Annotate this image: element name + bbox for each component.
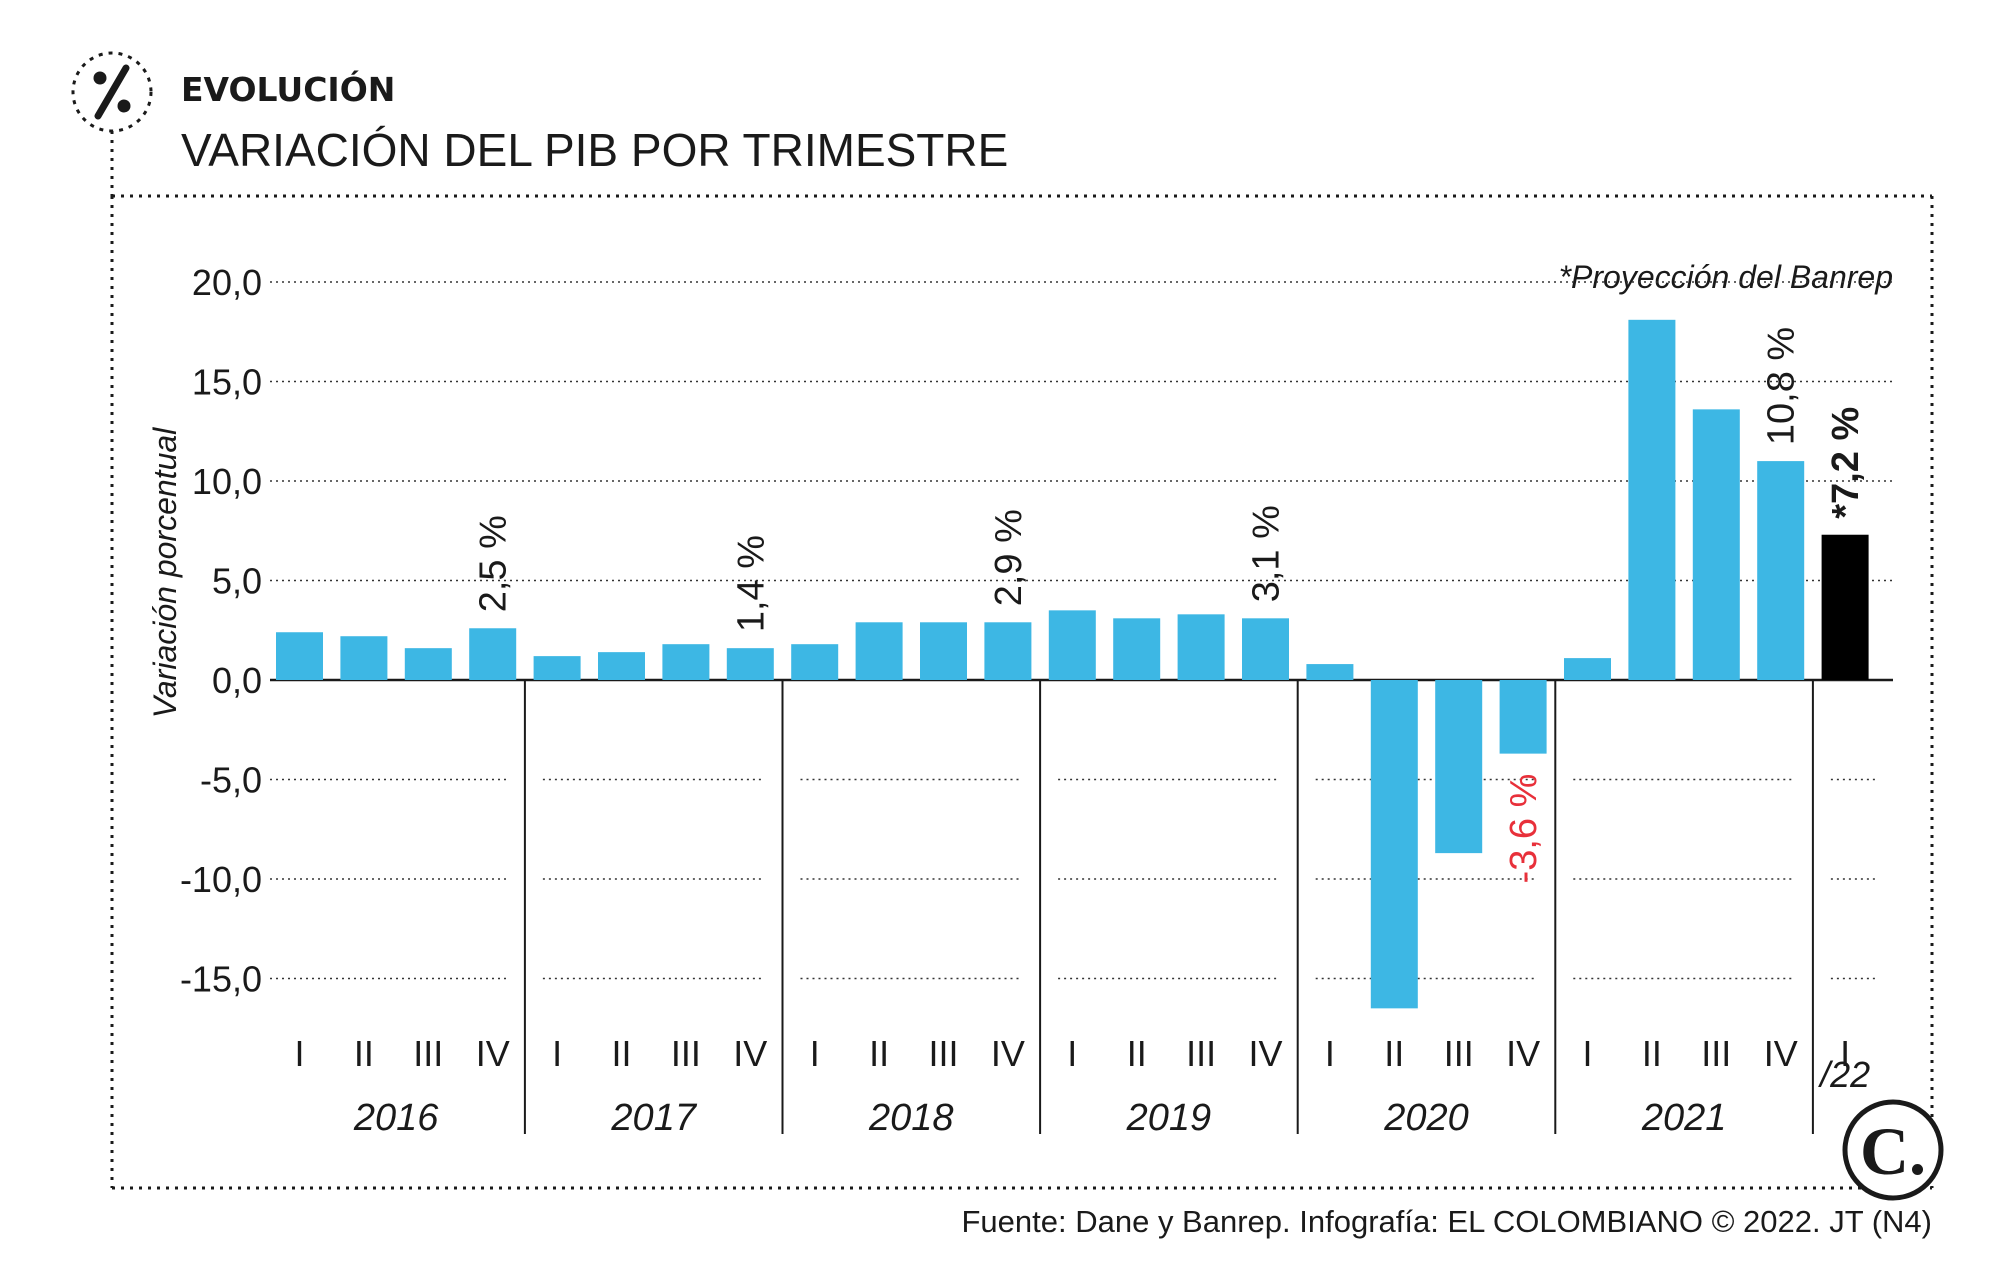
quarter-label: III — [413, 1033, 443, 1074]
bar — [1628, 319, 1676, 680]
quarter-label: I — [294, 1033, 304, 1074]
percent-icon — [71, 51, 153, 133]
quarter-label: IV — [991, 1033, 1025, 1074]
bar — [920, 622, 967, 680]
y-tick-label: 20,0 — [192, 262, 262, 303]
bar — [1048, 610, 1096, 680]
quarter-label: IV — [476, 1033, 510, 1074]
bar — [1435, 680, 1483, 854]
bar-value-label: -3,6 % — [1503, 774, 1545, 884]
y-tick-label: 5,0 — [212, 561, 262, 602]
chart-frame — [110, 194, 1934, 1190]
quarter-label: III — [928, 1033, 958, 1074]
y-tick-label: -15,0 — [180, 959, 262, 1000]
quarter-label: II — [1384, 1033, 1404, 1074]
y-axis-label: Variación porcentual — [147, 427, 183, 718]
quarter-label: I — [552, 1033, 562, 1074]
quarter-label: I — [1582, 1033, 1592, 1074]
quarter-label: I — [1067, 1033, 1077, 1074]
bar — [1499, 680, 1547, 754]
bar — [1692, 409, 1740, 680]
projection-note: *Proyección del Banrep — [1559, 259, 1893, 295]
bar — [855, 622, 903, 680]
bar-value-label: *7,2 % — [1825, 407, 1867, 519]
bar-value-label: 3,1 % — [1246, 505, 1288, 602]
quarter-label: II — [354, 1033, 374, 1074]
bar — [1370, 680, 1418, 1009]
bar — [791, 644, 839, 680]
quarter-label: I — [810, 1033, 820, 1074]
quarter-label: IV — [1506, 1033, 1540, 1074]
gridlines — [270, 281, 1893, 980]
quarter-label: I — [1325, 1033, 1335, 1074]
bar — [276, 632, 323, 680]
bar — [533, 656, 581, 680]
year-label: 2016 — [353, 1097, 439, 1139]
bar — [1177, 614, 1225, 680]
bar-value-label: 2,9 % — [988, 509, 1030, 606]
logo-letter: C. — [1860, 1113, 1926, 1189]
quarter-label: I — [1840, 1033, 1850, 1074]
quarter-label: IV — [733, 1033, 767, 1074]
kicker-text: EVOLUCIÓN — [181, 69, 395, 109]
quarter-sublabel: /22 — [1817, 1054, 1870, 1095]
source-credit: Fuente: Dane y Banrep. Infografía: EL CO… — [961, 1204, 1932, 1239]
year-label: 2019 — [1126, 1097, 1212, 1139]
logo-badge: C. — [1842, 1099, 1944, 1201]
bar-value-label: 1,4 % — [730, 535, 772, 632]
chart-title: VARIACIÓN DEL PIB POR TRIMESTRE — [181, 124, 1008, 176]
quarter-label: II — [611, 1033, 631, 1074]
quarter-label: IV — [1764, 1033, 1798, 1074]
year-label: 2020 — [1383, 1097, 1469, 1139]
bar-annotations: 2,5 % 1,4 % 2,9 % 3,1 % -3,6 % 10,8 % *7,2 % — [473, 327, 1867, 884]
quarter-label: II — [1642, 1033, 1662, 1074]
bar — [1564, 658, 1611, 680]
quarter-label: III — [1701, 1033, 1731, 1074]
y-tick-label: 10,0 — [192, 461, 262, 502]
quarter-label: II — [869, 1033, 889, 1074]
bar — [1242, 618, 1289, 680]
bar-value-label: 2,5 % — [473, 515, 515, 612]
projection-bar — [1821, 534, 1869, 680]
bar — [726, 648, 774, 680]
y-tick-label: -10,0 — [180, 859, 262, 900]
y-tick-label: -5,0 — [200, 760, 262, 801]
quarter-label: III — [1444, 1033, 1474, 1074]
quarter-label: II — [1127, 1033, 1147, 1074]
quarter-label: IV — [1248, 1033, 1282, 1074]
bars — [276, 319, 1869, 1009]
bar — [404, 648, 452, 680]
y-tick-label: 15,0 — [192, 362, 262, 403]
year-label: 2018 — [868, 1097, 954, 1139]
quarter-label: III — [671, 1033, 701, 1074]
bar — [984, 622, 1032, 680]
bar — [598, 652, 645, 680]
y-tick-label: 0,0 — [212, 660, 262, 701]
year-label: 2017 — [610, 1097, 697, 1139]
year-label: 2021 — [1641, 1097, 1727, 1139]
quarter-label: III — [1186, 1033, 1216, 1074]
bar-value-label: 10,8 % — [1761, 327, 1803, 445]
bar — [340, 636, 388, 680]
bar — [662, 644, 710, 680]
y-tick-labels: 20,0 15,0 10,0 5,0 0,0 -5,0 -10,0 -15,0 — [180, 262, 262, 1000]
bar — [1113, 618, 1161, 680]
bar — [1757, 461, 1805, 680]
year-separators — [523, 680, 1814, 1134]
bar — [469, 628, 517, 680]
bar — [1306, 664, 1354, 680]
